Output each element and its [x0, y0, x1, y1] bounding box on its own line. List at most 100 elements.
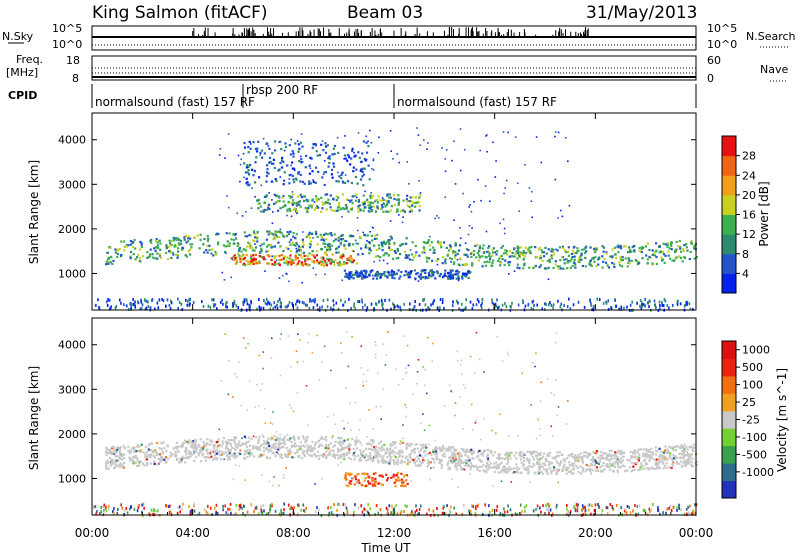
colorbar-tick-label: 16 — [742, 209, 756, 222]
data-pixel — [308, 204, 311, 207]
data-pixel — [575, 459, 579, 462]
data-pixel — [216, 441, 219, 444]
data-pixel — [584, 508, 587, 512]
data-pixel — [111, 462, 115, 465]
data-pixel — [345, 240, 348, 242]
data-pixel — [389, 209, 392, 212]
data-pixel — [137, 464, 141, 467]
data-pixel — [342, 452, 345, 455]
data-pixel — [576, 509, 579, 513]
data-pixel — [338, 202, 341, 205]
data-pixel — [465, 248, 468, 251]
data-pixel — [424, 275, 427, 279]
data-pixel — [298, 203, 301, 206]
data-pixel — [356, 473, 359, 476]
data-pixel — [320, 454, 323, 457]
data-pixel — [585, 468, 588, 471]
data-pixel — [266, 254, 269, 257]
data-pixel — [158, 253, 161, 256]
data-pixel — [501, 457, 504, 460]
data-pixel — [147, 444, 150, 447]
data-pixel — [555, 455, 558, 458]
data-pixel — [366, 246, 369, 249]
data-pixel — [283, 179, 286, 182]
data-pixel — [226, 458, 229, 461]
data-pixel — [591, 469, 594, 472]
data-pixel — [171, 251, 174, 254]
data-pixel — [369, 448, 372, 451]
data-pixel — [155, 451, 158, 454]
data-pixel — [372, 274, 374, 277]
data-pixel — [315, 510, 317, 514]
data-pixel — [599, 470, 603, 473]
data-pixel — [260, 250, 263, 253]
data-pixel — [381, 302, 383, 306]
data-pixel — [261, 443, 264, 446]
data-pixel — [285, 259, 288, 262]
data-pixel — [304, 262, 307, 265]
data-pixel — [309, 450, 312, 453]
data-pixel — [326, 144, 329, 147]
data-pixel — [581, 504, 584, 508]
data-pixel — [454, 183, 457, 185]
data-pixel — [267, 437, 270, 440]
data-pixel — [156, 301, 159, 305]
data-pixel — [270, 503, 272, 507]
data-pixel — [366, 198, 369, 201]
data-pixel — [584, 450, 587, 454]
data-pixel — [316, 243, 319, 246]
data-pixel — [488, 261, 491, 264]
data-pixel — [344, 135, 346, 137]
data-pixel — [255, 262, 258, 265]
data-pixel — [161, 298, 163, 301]
data-pixel — [572, 246, 575, 249]
data-pixel — [396, 208, 399, 211]
data-pixel — [307, 448, 310, 451]
data-pixel — [641, 465, 645, 468]
data-pixel — [368, 248, 371, 251]
data-pixel — [541, 259, 544, 262]
data-pixel — [323, 437, 326, 440]
data-pixel — [452, 446, 455, 449]
data-pixel — [111, 262, 114, 265]
data-pixel — [390, 150, 392, 152]
data-pixel — [165, 450, 168, 453]
data-pixel — [451, 250, 455, 253]
data-pixel — [515, 466, 519, 469]
data-pixel — [181, 444, 184, 447]
data-pixel — [540, 510, 542, 514]
data-pixel — [576, 247, 579, 250]
data-pixel — [279, 300, 282, 304]
data-pixel — [284, 145, 288, 149]
data-pixel — [144, 454, 147, 457]
data-pixel — [243, 248, 246, 251]
data-pixel — [409, 272, 412, 275]
data-pixel — [262, 137, 265, 140]
data-pixel — [227, 206, 230, 209]
data-pixel — [253, 239, 256, 243]
data-pixel — [400, 509, 403, 513]
data-pixel — [468, 450, 471, 453]
data-pixel — [343, 455, 346, 458]
data-pixel — [292, 155, 295, 158]
data-pixel — [262, 435, 265, 438]
data-pixel — [415, 251, 418, 254]
data-pixel — [113, 511, 115, 515]
data-pixel — [357, 253, 360, 256]
data-pixel — [280, 232, 283, 235]
data-pixel — [414, 457, 417, 460]
data-pixel — [392, 194, 396, 197]
data-pixel — [665, 451, 669, 454]
data-pixel — [647, 468, 650, 471]
data-pixel — [362, 194, 365, 197]
data-pixel — [324, 446, 327, 450]
data-pixel — [105, 463, 108, 466]
data-pixel — [406, 482, 409, 485]
data-pixel — [206, 451, 209, 454]
data-pixel — [331, 153, 334, 156]
data-pixel — [687, 505, 689, 509]
data-pixel — [554, 131, 557, 133]
data-pixel — [598, 256, 601, 259]
data-pixel — [616, 470, 619, 474]
data-pixel — [177, 450, 180, 453]
